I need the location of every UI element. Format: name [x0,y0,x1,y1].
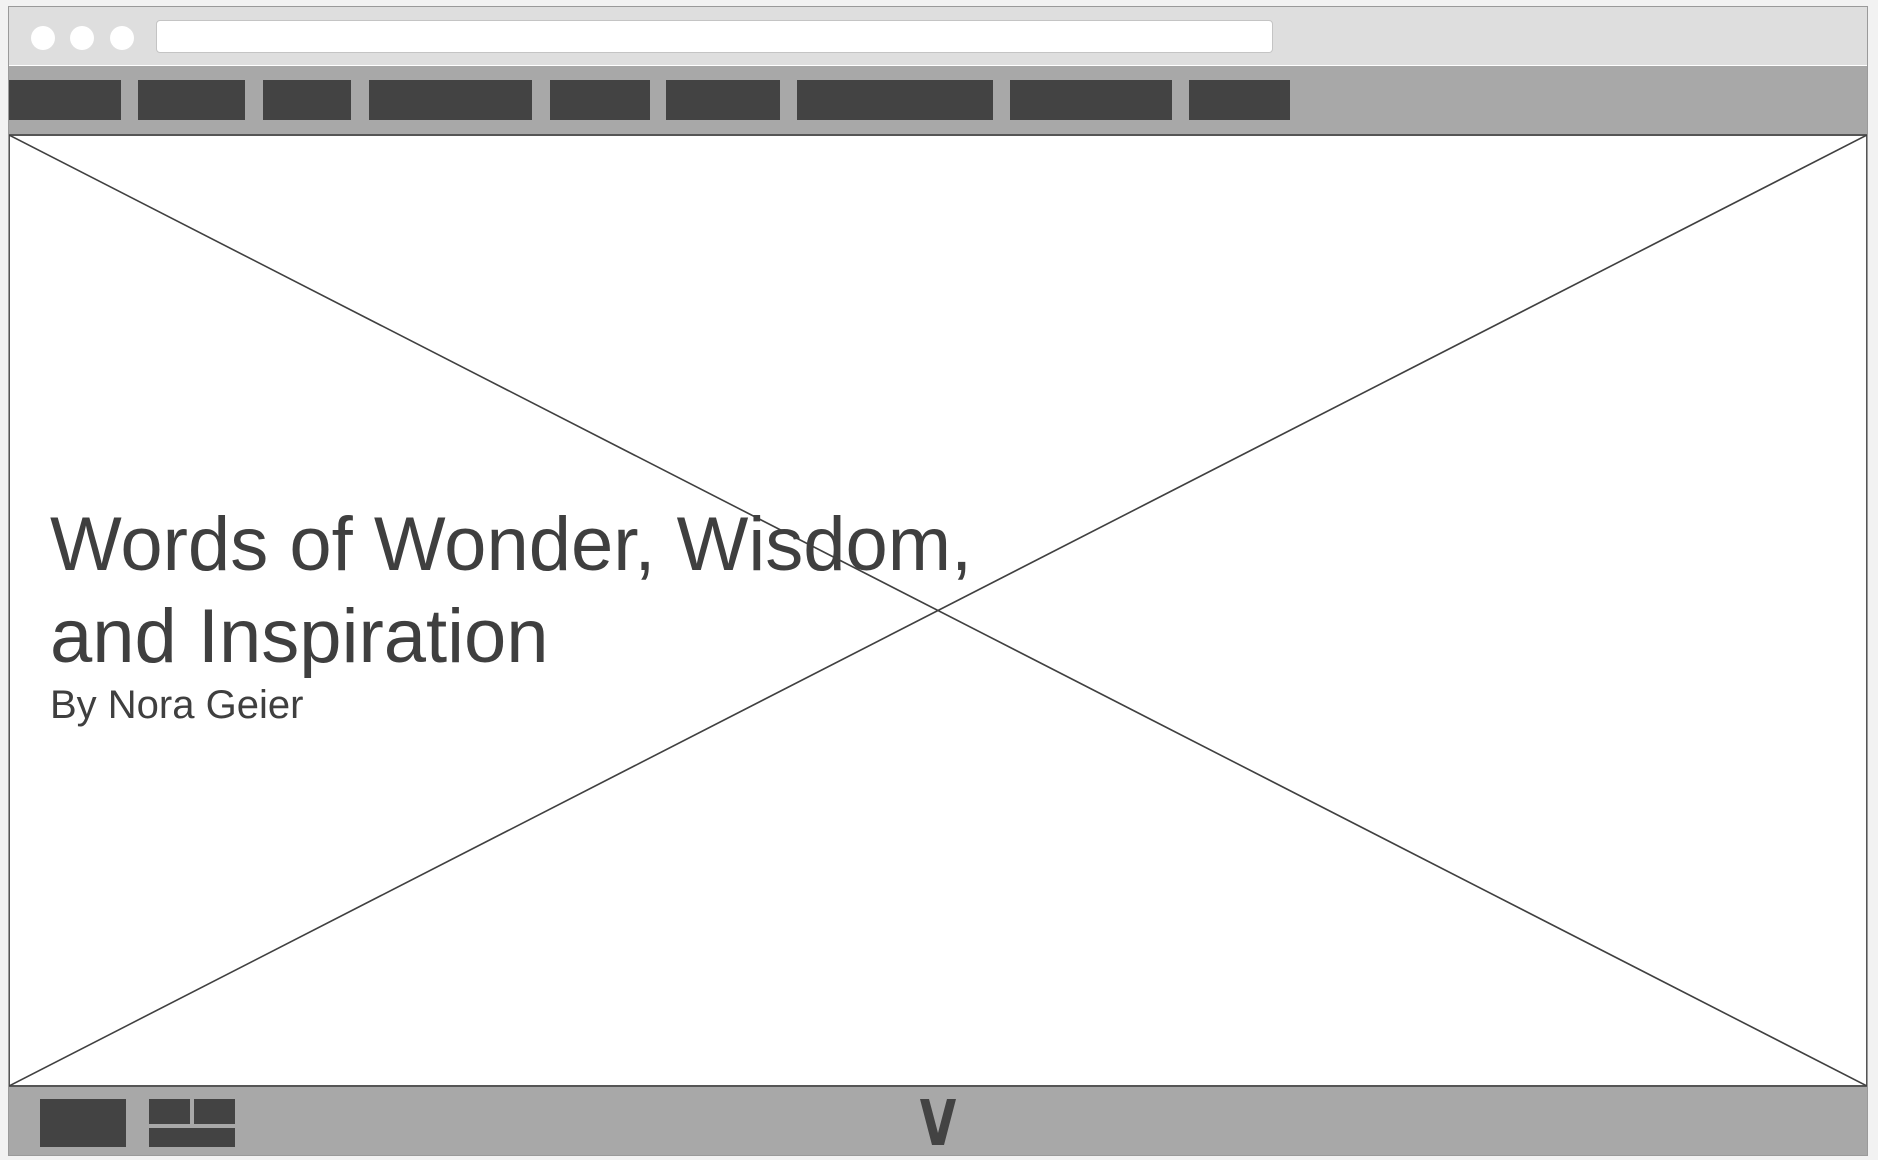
hero-section: Words of Wonder, Wisdom, and Inspiration… [9,135,1867,1086]
browser-chrome [9,7,1867,65]
address-bar[interactable] [156,20,1273,53]
window-close-button[interactable] [31,26,55,50]
nav-item-7[interactable] [797,80,993,120]
nav-item-6[interactable] [666,80,780,120]
footer-button[interactable] [40,1099,126,1147]
page-title: Words of Wonder, Wisdom, and Inspiration [50,499,1050,683]
nav-item-3[interactable] [263,80,351,120]
footer-bar [9,1086,1867,1155]
nav-bar [9,66,1867,135]
grid-icon[interactable] [149,1099,235,1147]
author-byline: By Nora Geier [50,683,304,727]
window-minimize-button[interactable] [70,26,94,50]
nav-item-8[interactable] [1010,80,1172,120]
nav-item-2[interactable] [138,80,245,120]
page-title-line-2: and Inspiration [50,594,549,679]
browser-window: Words of Wonder, Wisdom, and Inspiration… [8,6,1868,1156]
image-placeholder-icon [9,135,1867,1086]
nav-item-5[interactable] [550,80,650,120]
page-title-line-1: Words of Wonder, Wisdom, [50,502,973,587]
chevron-down-icon[interactable] [920,1099,956,1145]
nav-item-9[interactable] [1189,80,1290,120]
nav-item-4[interactable] [369,80,532,120]
nav-item-1[interactable] [9,80,121,120]
window-maximize-button[interactable] [110,26,134,50]
